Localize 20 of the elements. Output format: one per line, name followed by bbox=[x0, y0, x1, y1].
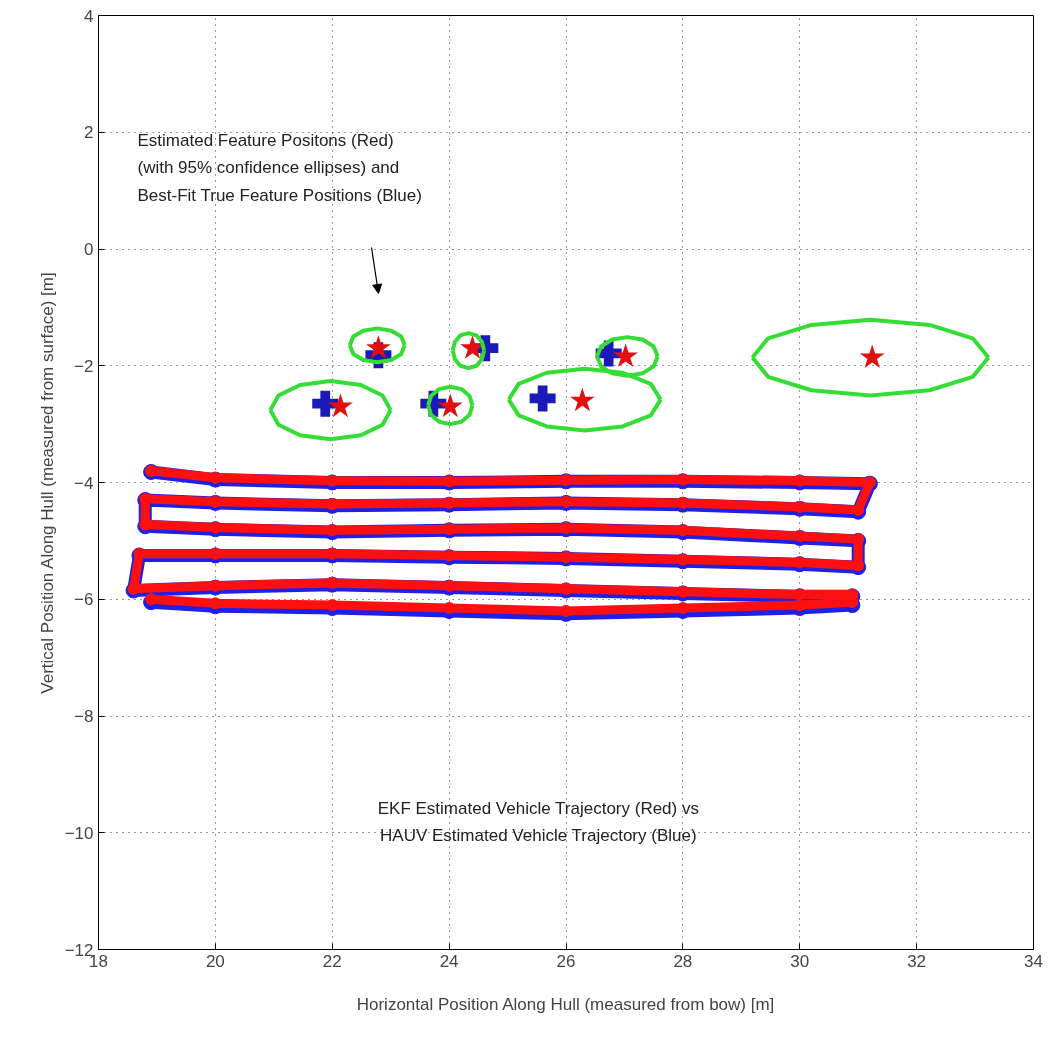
x-tick-label: 24 bbox=[439, 951, 459, 971]
annotation: EKF Estimated Vehicle Trajectory (Red) vs HAUV Estimated Vehicle Trajectory (Blue) bbox=[377, 798, 699, 846]
y-tick-label: −10 bbox=[64, 823, 94, 843]
y-tick-label: 4 bbox=[84, 6, 94, 26]
y-tick-label: −6 bbox=[74, 590, 94, 610]
x-tick-label: 28 bbox=[673, 951, 693, 971]
y-tick-label: 2 bbox=[84, 123, 94, 143]
x-tick-label: 32 bbox=[907, 951, 927, 971]
x-tick-label: 30 bbox=[790, 951, 810, 971]
y-tick-label: −8 bbox=[74, 707, 94, 726]
annotation: Estimated Feature Positons (Red) (with 95% confidence ellipses) and Best-Fit True Feature Positions (Blue) bbox=[137, 130, 422, 205]
x-tick-label: 22 bbox=[322, 951, 342, 971]
y-axis-title: Vertical Position Along Hull (measured from surface) [m] bbox=[37, 272, 57, 694]
x-tick-label: 34 bbox=[1024, 951, 1043, 971]
y-tick-label: −2 bbox=[74, 356, 94, 376]
x-tick-label: 20 bbox=[205, 951, 225, 971]
x-axis-title: Horizontal Position Along Hull (measured from bow) [m] bbox=[356, 994, 775, 1014]
x-tick-label: 26 bbox=[556, 951, 576, 971]
y-tick-label: −4 bbox=[74, 473, 94, 493]
y-tick-label: 0 bbox=[84, 240, 94, 259]
